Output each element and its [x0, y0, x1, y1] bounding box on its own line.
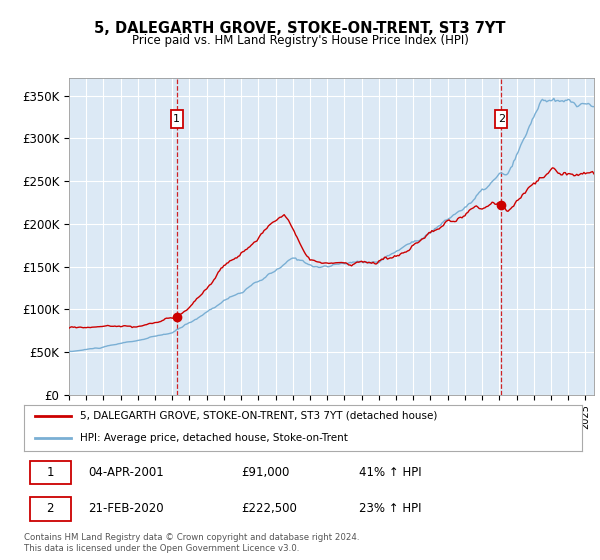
FancyBboxPatch shape: [496, 110, 508, 128]
FancyBboxPatch shape: [170, 110, 182, 128]
Text: 5, DALEGARTH GROVE, STOKE-ON-TRENT, ST3 7YT (detached house): 5, DALEGARTH GROVE, STOKE-ON-TRENT, ST3 …: [80, 411, 437, 421]
Text: £222,500: £222,500: [242, 502, 298, 515]
Text: £91,000: £91,000: [242, 466, 290, 479]
Text: HPI: Average price, detached house, Stoke-on-Trent: HPI: Average price, detached house, Stok…: [80, 433, 347, 443]
Text: 21-FEB-2020: 21-FEB-2020: [88, 502, 164, 515]
Text: 2: 2: [46, 502, 54, 515]
Text: 5, DALEGARTH GROVE, STOKE-ON-TRENT, ST3 7YT: 5, DALEGARTH GROVE, STOKE-ON-TRENT, ST3 …: [94, 21, 506, 36]
Text: 2: 2: [498, 114, 505, 124]
Text: 23% ↑ HPI: 23% ↑ HPI: [359, 502, 421, 515]
Text: Price paid vs. HM Land Registry's House Price Index (HPI): Price paid vs. HM Land Registry's House …: [131, 34, 469, 46]
Text: 41% ↑ HPI: 41% ↑ HPI: [359, 466, 421, 479]
Text: Contains HM Land Registry data © Crown copyright and database right 2024.
This d: Contains HM Land Registry data © Crown c…: [24, 533, 359, 553]
FancyBboxPatch shape: [29, 497, 71, 520]
Text: 1: 1: [173, 114, 180, 124]
FancyBboxPatch shape: [29, 461, 71, 484]
Text: 1: 1: [46, 466, 54, 479]
Text: 04-APR-2001: 04-APR-2001: [88, 466, 164, 479]
